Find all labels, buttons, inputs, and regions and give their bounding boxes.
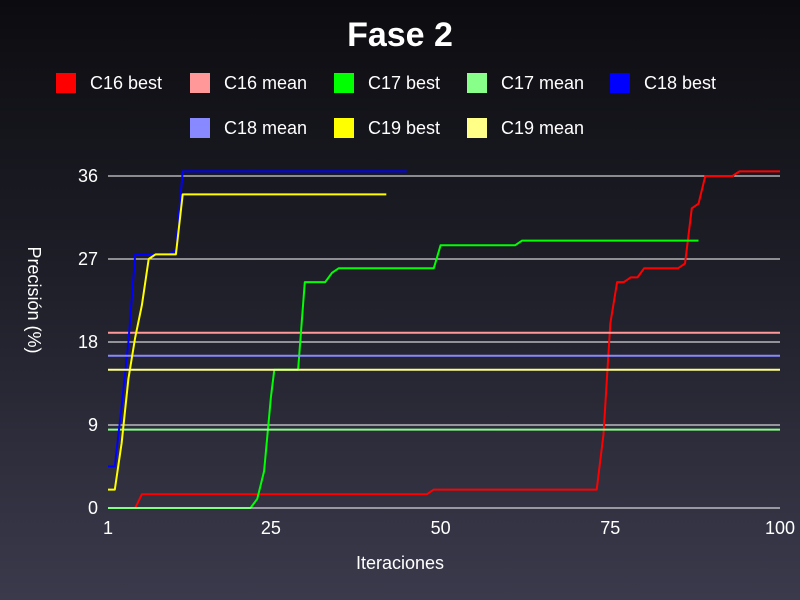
- legend-swatch-c19-mean: [467, 118, 487, 138]
- series-line-c19-best: [108, 193, 387, 491]
- x-tick-label: 1: [103, 518, 113, 538]
- legend-label-c17-mean: C17 mean: [501, 73, 584, 93]
- x-tick-label: 100: [765, 518, 795, 538]
- legend-swatch-c16-mean: [190, 73, 210, 93]
- series-line-c18-best: [108, 170, 407, 468]
- legend-swatch-c19-best: [334, 118, 354, 138]
- x-axis-label: Iteraciones: [356, 553, 444, 573]
- y-tick-label: 18: [78, 332, 98, 352]
- legend-label-c17-best: C17 best: [368, 73, 440, 93]
- x-tick-label: 50: [431, 518, 451, 538]
- legend-swatch-c17-best: [334, 73, 354, 93]
- legend-swatch-c16-best: [56, 73, 76, 93]
- series-layer: [108, 170, 780, 509]
- axes: 0 9 18 27 36 1 25 50 75 100: [78, 166, 795, 538]
- legend-label-c19-best: C19 best: [368, 118, 440, 138]
- legend-swatch-c18-mean: [190, 118, 210, 138]
- y-axis-label: Precisión (%): [24, 246, 44, 353]
- x-tick-label: 25: [261, 518, 281, 538]
- y-tick-label: 9: [88, 415, 98, 435]
- chart-title: Fase 2: [347, 16, 453, 54]
- y-tick-label: 27: [78, 249, 98, 269]
- legend-label-c18-mean: C18 mean: [224, 118, 307, 138]
- y-tick-label: 36: [78, 166, 98, 186]
- y-tick-label: 0: [88, 498, 98, 518]
- grid: [108, 175, 780, 426]
- legend-label-c16-mean: C16 mean: [224, 73, 307, 93]
- legend-label-c16-best: C16 best: [90, 73, 162, 93]
- series-line-c17-best: [108, 239, 699, 509]
- legend-swatch-c17-mean: [467, 73, 487, 93]
- legend-label-c19-mean: C19 mean: [501, 118, 584, 138]
- x-tick-label: 75: [600, 518, 620, 538]
- legend-swatch-c18-best: [610, 73, 630, 93]
- legend-label-c18-best: C18 best: [644, 73, 716, 93]
- legend: C16 best C16 mean C17 best C17 mean C18 best…: [56, 73, 716, 138]
- series-line-c16-best: [108, 170, 780, 509]
